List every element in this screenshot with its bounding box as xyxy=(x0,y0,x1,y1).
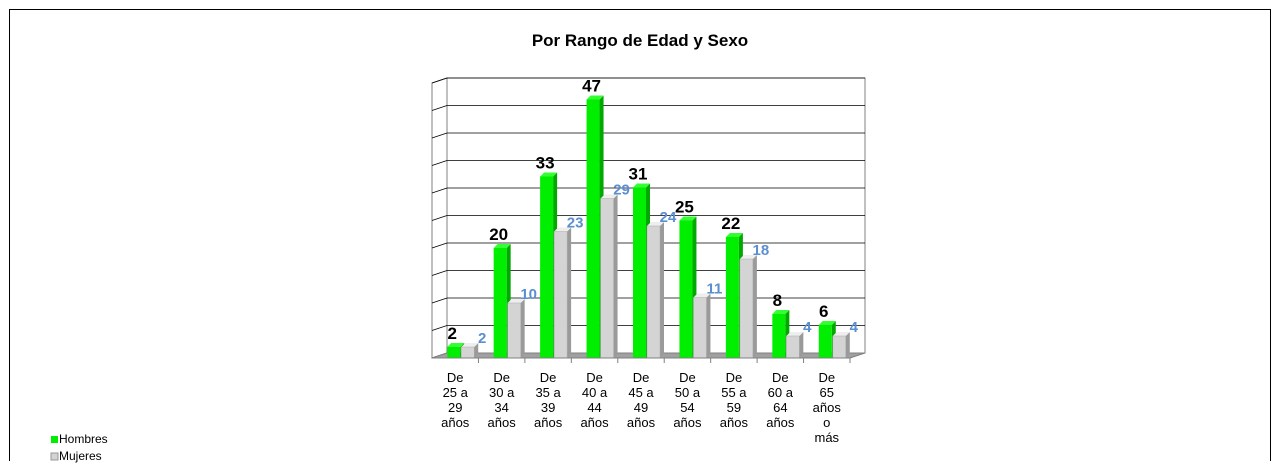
frame xyxy=(9,9,1271,461)
bar-top xyxy=(633,183,650,188)
data-label: 4 xyxy=(850,319,859,336)
x-tick-label: De 65 años o más xyxy=(812,370,841,445)
x-tick-label: De 25 a 29 años xyxy=(441,370,470,430)
bar xyxy=(832,335,847,359)
bar xyxy=(786,335,800,359)
bar-top xyxy=(586,95,604,100)
grid-line xyxy=(431,270,448,276)
data-label: 47 xyxy=(582,77,601,96)
data-label: 6 xyxy=(819,302,828,321)
data-label: 18 xyxy=(753,242,770,259)
bar xyxy=(679,220,693,358)
bar-top xyxy=(600,194,618,199)
bar xyxy=(493,248,507,358)
bar xyxy=(447,347,461,358)
data-label: 25 xyxy=(675,198,694,217)
grid-line xyxy=(431,297,448,304)
data-label: 24 xyxy=(660,209,677,226)
bar-side xyxy=(799,332,804,358)
bar-top xyxy=(739,255,757,259)
data-label: 10 xyxy=(520,286,537,303)
bar-side xyxy=(752,255,757,358)
grid-line xyxy=(431,242,448,249)
x-tick-label: De 55 a 59 años xyxy=(719,370,748,430)
bar xyxy=(772,314,786,358)
data-label: 33 xyxy=(536,154,555,173)
data-label: 23 xyxy=(567,215,584,232)
grid-line xyxy=(431,187,448,194)
bar xyxy=(540,176,554,358)
bar xyxy=(586,99,600,358)
bar-top xyxy=(772,310,790,314)
x-tick-label: De 50 a 54 años xyxy=(673,370,702,430)
grid-line xyxy=(431,325,448,331)
bar xyxy=(739,258,754,359)
data-label: 22 xyxy=(721,214,740,233)
bar-top xyxy=(447,343,465,347)
bar-top xyxy=(554,227,572,232)
bar-top xyxy=(647,222,664,226)
legend-swatch xyxy=(51,436,58,443)
bar-side xyxy=(520,299,525,358)
data-label: 2 xyxy=(447,324,456,343)
bar xyxy=(507,302,521,359)
legend-label: Mujeres xyxy=(59,449,102,463)
bar-side xyxy=(613,194,618,358)
chart-title: Por Rango de Edad y Sexo xyxy=(532,31,748,50)
x-tick-label: De 30 a 34 años xyxy=(487,370,516,430)
bar-top xyxy=(461,343,479,347)
grid-line xyxy=(431,105,448,111)
bar-top xyxy=(786,332,804,336)
bar-side xyxy=(706,293,711,358)
grid-line xyxy=(431,77,448,84)
bar-top xyxy=(679,216,697,221)
data-label: 20 xyxy=(489,225,508,244)
bar-top xyxy=(832,332,850,336)
bar xyxy=(553,231,568,359)
grid-line xyxy=(431,215,448,221)
bar-top xyxy=(693,293,711,298)
legend-swatch xyxy=(50,452,59,461)
data-label: 31 xyxy=(629,165,648,184)
grid-line xyxy=(431,132,448,139)
data-label: 4 xyxy=(803,319,812,336)
bar xyxy=(600,198,614,359)
bar-top xyxy=(507,299,525,303)
x-tick-label: De 35 a 39 años xyxy=(534,370,563,430)
bar-top xyxy=(540,172,558,177)
x-tick-label: De 40 a 44 años xyxy=(580,370,609,430)
grid-line xyxy=(431,160,448,166)
bar-side xyxy=(660,222,664,358)
bar xyxy=(725,237,739,358)
bar-top xyxy=(493,244,511,248)
bar-side xyxy=(474,343,479,358)
x-tick-label: De 45 a 49 años xyxy=(626,370,656,430)
bar-side xyxy=(567,227,572,358)
bar xyxy=(633,187,646,358)
legend-label: Hombres xyxy=(59,432,108,446)
bar-top xyxy=(725,233,743,237)
data-label: 11 xyxy=(707,281,723,298)
bar-top xyxy=(818,321,836,325)
data-label: 29 xyxy=(613,182,630,199)
bar xyxy=(693,297,707,359)
bar xyxy=(460,346,475,359)
bar xyxy=(818,325,832,358)
data-label: 8 xyxy=(773,291,782,310)
bar xyxy=(646,225,661,359)
data-label: 2 xyxy=(478,330,486,347)
x-tick-label: De 60 a 64 años xyxy=(766,370,795,430)
bar-side xyxy=(845,332,850,358)
